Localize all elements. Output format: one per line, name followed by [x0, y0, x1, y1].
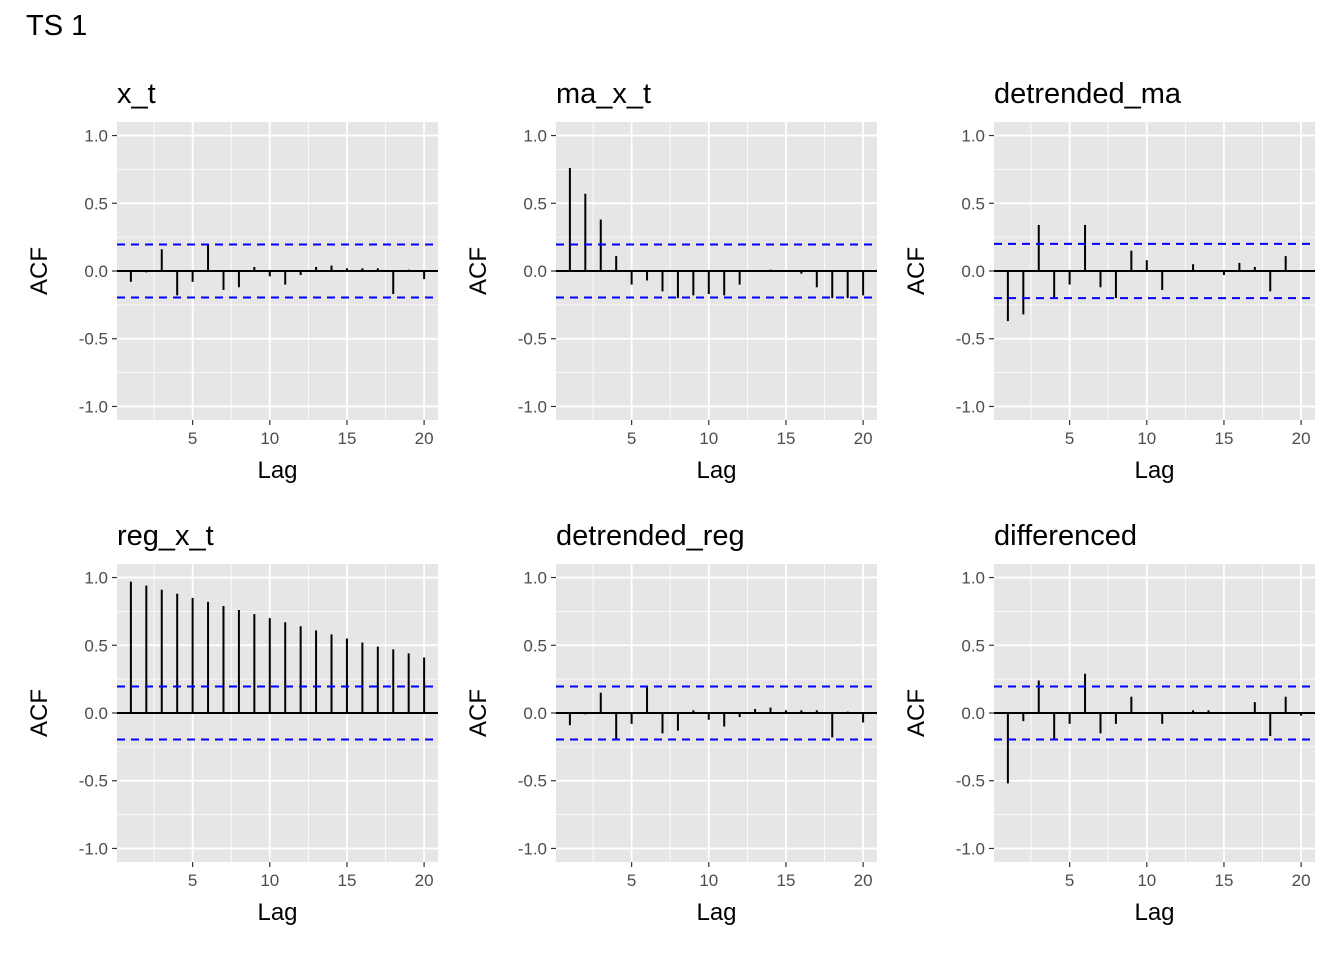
y-tick-label: -1.0	[518, 397, 547, 416]
acf-panel-5: -1.0 -0.5 0.0 0.5 1.0 5 10 15 20 detrended_reg Lag…	[465, 520, 877, 926]
x-tick-label: 5	[1065, 429, 1074, 448]
page-title: TS 1	[26, 10, 88, 42]
x-tick-label: 10	[1137, 871, 1156, 890]
y-tick-label: 0.0	[523, 262, 547, 281]
x-tick-label: 5	[627, 871, 636, 890]
y-axis-label: ACF	[903, 689, 930, 737]
y-tick-label: 0.0	[84, 704, 108, 723]
y-tick-label: 0.0	[961, 262, 985, 281]
x-axis-label: Lag	[257, 457, 297, 484]
acf-panel-6: -1.0 -0.5 0.0 0.5 1.0 5 10 15 20 differenced Lag AC…	[903, 520, 1315, 926]
x-axis-label: Lag	[257, 899, 297, 926]
y-tick-label: 1.0	[84, 569, 108, 588]
x-tick-label: 5	[1065, 871, 1074, 890]
y-tick-label: 0.5	[961, 636, 985, 655]
y-tick-label: 1.0	[523, 127, 547, 146]
x-tick-label: 5	[188, 429, 197, 448]
x-tick-label: 5	[188, 871, 197, 890]
panel-title: detrended_ma	[994, 78, 1182, 110]
y-tick-label: 0.0	[523, 704, 547, 723]
y-axis-label: ACF	[26, 689, 53, 737]
y-tick-label: -1.0	[79, 839, 108, 858]
x-tick-label: 15	[776, 871, 795, 890]
panel-title: ma_x_t	[556, 78, 651, 110]
acf-panel-3: -1.0 -0.5 0.0 0.5 1.0 5 10 15 20 detrended_ma Lag A…	[903, 78, 1315, 484]
y-tick-label: -1.0	[956, 397, 985, 416]
x-axis-label: Lag	[696, 899, 736, 926]
y-tick-label: -0.5	[956, 772, 985, 791]
y-tick-label: -0.5	[79, 772, 108, 791]
y-tick-label: -1.0	[79, 397, 108, 416]
y-tick-label: -0.5	[518, 330, 547, 349]
y-tick-label: -0.5	[956, 330, 985, 349]
y-tick-label: -0.5	[79, 330, 108, 349]
panel-title: reg_x_t	[117, 520, 214, 552]
y-tick-label: -1.0	[518, 839, 547, 858]
y-tick-label: 0.5	[523, 636, 547, 655]
x-axis-label: Lag	[696, 457, 736, 484]
panel-title: x_t	[117, 78, 156, 110]
y-axis-label: ACF	[26, 247, 53, 295]
x-tick-label: 15	[337, 429, 356, 448]
x-axis-label: Lag	[1134, 899, 1174, 926]
y-tick-label: 0.5	[84, 194, 108, 213]
y-axis-label: ACF	[903, 247, 930, 295]
x-tick-label: 20	[1292, 871, 1311, 890]
x-tick-label: 10	[699, 429, 718, 448]
x-tick-label: 10	[260, 871, 279, 890]
x-tick-label: 20	[1292, 429, 1311, 448]
y-tick-label: 1.0	[961, 127, 985, 146]
x-tick-label: 10	[699, 871, 718, 890]
panel-title: differenced	[994, 520, 1137, 552]
x-tick-label: 15	[1214, 871, 1233, 890]
x-tick-label: 15	[337, 871, 356, 890]
y-tick-label: -0.5	[518, 772, 547, 791]
x-axis-label: Lag	[1134, 457, 1174, 484]
y-axis-label: ACF	[465, 247, 492, 295]
y-tick-label: 0.0	[961, 704, 985, 723]
y-axis-label: ACF	[465, 689, 492, 737]
acf-panel-1: -1.0 -0.5 0.0 0.5 1.0 5 10 15 20 x_t Lag ACF	[26, 78, 438, 484]
x-tick-label: 15	[776, 429, 795, 448]
y-tick-label: 1.0	[84, 127, 108, 146]
x-tick-label: 20	[415, 429, 434, 448]
y-tick-label: -1.0	[956, 839, 985, 858]
x-tick-label: 15	[1214, 429, 1233, 448]
x-tick-label: 20	[854, 871, 873, 890]
y-tick-label: 1.0	[523, 569, 547, 588]
y-tick-label: 0.0	[84, 262, 108, 281]
y-tick-label: 0.5	[523, 194, 547, 213]
y-tick-label: 0.5	[84, 636, 108, 655]
x-tick-label: 5	[627, 429, 636, 448]
y-tick-label: 0.5	[961, 194, 985, 213]
y-tick-label: 1.0	[961, 569, 985, 588]
panel-title: detrended_reg	[556, 520, 745, 552]
x-tick-label: 20	[854, 429, 873, 448]
acf-panel-2: -1.0 -0.5 0.0 0.5 1.0 5 10 15 20 ma_x_t Lag ACF	[465, 78, 877, 484]
x-tick-label: 20	[415, 871, 434, 890]
x-tick-label: 10	[260, 429, 279, 448]
x-tick-label: 10	[1137, 429, 1156, 448]
acf-panel-4: -1.0 -0.5 0.0 0.5 1.0 5 10 15 20 reg_x_t Lag ACF	[26, 520, 438, 926]
